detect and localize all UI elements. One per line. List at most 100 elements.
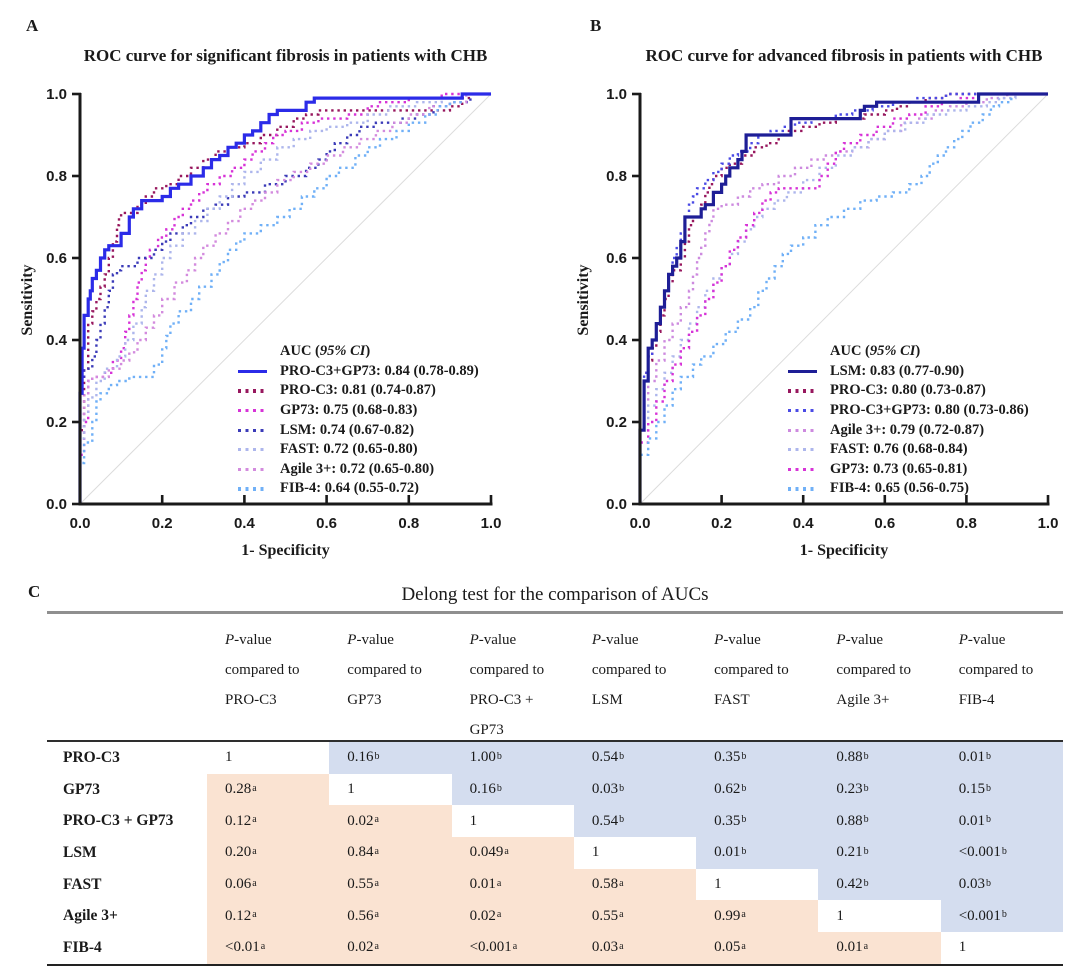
column-header-text: P xyxy=(225,632,235,648)
table-cell: 0.03 b xyxy=(940,868,1063,901)
legend-dotted-line-marker xyxy=(238,389,267,393)
legend-item-fib-4: FIB-4: 0.64 (0.55-0.72) xyxy=(238,479,479,499)
column-header-text: P xyxy=(836,632,846,648)
roc-chart-b: 0.00.0 0.2 0.2 0.4 0.4 0.6 0.6 0.8 0.8 1.0 1.0 xyxy=(606,86,1059,532)
row-header-fast: FAST xyxy=(63,875,102,893)
table-cell: <0.01 a xyxy=(207,932,330,964)
table-cell: 0.55 a xyxy=(573,900,697,933)
p-value-text: <0.01 xyxy=(225,939,260,956)
table-cell: 0.12 a xyxy=(207,805,330,838)
panel-a-x-axis-label: 1- Specificity xyxy=(241,542,330,559)
column-header-text: -value xyxy=(967,632,1006,648)
legend-item-label: FAST: 0.72 (0.65-0.80) xyxy=(280,441,418,458)
column-header-text: P xyxy=(958,632,968,648)
p-value-text: 0.02 xyxy=(347,939,374,956)
table-cell: 0.16 b xyxy=(451,773,574,806)
x-tick-label: 0.0 xyxy=(630,515,651,532)
column-header-text: -value xyxy=(478,632,517,648)
table-cell: 0.58 a xyxy=(573,868,697,901)
table-cell: 0.84 a xyxy=(329,837,452,869)
table-cell: 0.049 a xyxy=(451,837,574,869)
p-value-text: 0.21 xyxy=(836,844,863,861)
p-value-text: 0.03 xyxy=(958,876,985,893)
legend-item-label: PRO-C3: 0.81 (0.74-0.87) xyxy=(280,382,436,399)
legend-dotted-line-marker xyxy=(788,448,817,452)
legend-item-lsm: LSM: 0.74 (0.67-0.82) xyxy=(238,420,479,440)
legend-item-label: FIB-4: 0.65 (0.56-0.75) xyxy=(830,480,969,497)
legend-title-text: 95% CI xyxy=(319,343,366,360)
legend-title-text: AUC ( xyxy=(830,343,870,360)
legend-dotted-line-marker xyxy=(238,448,267,452)
panel-a-legend: AUC (95% CI) PRO-C3+GP73: 0.84 (0.78-0.89… xyxy=(238,342,479,499)
table-cell: 0.02 a xyxy=(329,805,452,838)
panel-c: C Delong test for the comparison of AUCs… xyxy=(0,578,1080,976)
table-row-fast: FAST 0.06 a 0.55 a 0.01 a 0.58 a 1 0.42 b 0.03 b xyxy=(47,868,1063,901)
y-tick-label: 0.0 xyxy=(46,496,67,513)
panel-a: A ROC curve for significant fibrosis in … xyxy=(0,0,548,578)
legend-item-agile-3-: Agile 3+: 0.72 (0.65-0.80) xyxy=(238,460,479,480)
legend-title-text: AUC ( xyxy=(280,343,320,360)
p-value-text: 0.56 xyxy=(347,907,374,924)
legend-dotted-line-marker xyxy=(788,389,817,393)
legend-solid-line-marker xyxy=(238,369,267,374)
x-tick-label: 0.8 xyxy=(398,515,419,532)
table-cell: 1 xyxy=(452,805,574,837)
legend-item-label: GP73: 0.75 (0.68-0.83) xyxy=(280,402,418,419)
row-header-fib-4: FIB-4 xyxy=(63,938,102,956)
legend-item-agile-3-: Agile 3+: 0.79 (0.72-0.87) xyxy=(788,420,1029,440)
table-cell: 0.15 b xyxy=(940,773,1063,806)
y-tick-label: 0.6 xyxy=(46,250,67,267)
table-cell: 0.99 a xyxy=(696,900,819,933)
legend-item-label: PRO-C3+GP73: 0.80 (0.73-0.86) xyxy=(830,402,1029,419)
column-header-text: -value xyxy=(723,632,761,648)
y-tick-label: 1.0 xyxy=(46,86,67,103)
table-row-gp73: GP73 0.28 a 1 0.16 b 0.03 b 0.62 b 0.23 b 0.15 b xyxy=(47,773,1063,806)
y-tick-label: 0.6 xyxy=(606,250,627,267)
legend-dotted-line-marker xyxy=(788,428,817,432)
p-value-text: 0.42 xyxy=(836,876,863,893)
table-cell: 0.06 a xyxy=(207,868,330,901)
table-cell: 0.03 a xyxy=(573,932,697,964)
table-cell: 0.42 b xyxy=(818,868,941,901)
p-value-text: 1.00 xyxy=(469,749,496,766)
panel-c-label: C xyxy=(28,582,41,601)
table-cell: 0.02 a xyxy=(329,932,452,964)
table-cell: 0.88 b xyxy=(818,742,941,774)
p-value-text: 0.58 xyxy=(591,876,619,893)
row-header-agile-3-: Agile 3+ xyxy=(63,907,118,925)
table-row-fib-4: FIB-4 <0.01 a 0.02 a <0.001 a 0.03 a 0.05 a 0.01 a 1 xyxy=(47,932,1063,964)
table-cell: 0.56 a xyxy=(329,900,452,933)
legend-item-pro-c3: PRO-C3: 0.81 (0.74-0.87) xyxy=(238,381,479,401)
legend-dotted-line-marker xyxy=(238,487,267,491)
table-corner-cell xyxy=(47,617,207,745)
column-header-text: P xyxy=(469,632,479,648)
table-cell: 1 xyxy=(207,742,329,774)
roc-curve-pro-c3 xyxy=(638,92,1048,504)
legend-item-fast: FAST: 0.76 (0.68-0.84) xyxy=(788,440,1029,460)
p-value-text: <0.001 xyxy=(469,939,512,956)
legend-item-label: Agile 3+: 0.72 (0.65-0.80) xyxy=(280,460,435,477)
roc-curve-lsm xyxy=(638,92,1048,504)
p-value-text: 0.28 xyxy=(225,781,252,798)
x-tick-label: 1.0 xyxy=(1038,515,1059,532)
table-cell: 0.16 b xyxy=(329,742,452,774)
column-header-text: -value xyxy=(845,632,884,648)
x-tick-label: 0.0 xyxy=(70,515,91,532)
p-value-text: 0.049 xyxy=(469,844,504,861)
x-tick-label: 0.4 xyxy=(234,515,256,532)
p-value-text: 0.12 xyxy=(225,907,252,924)
p-value-text: 0.15 xyxy=(958,781,985,798)
legend-dotted-line-marker xyxy=(238,428,267,432)
column-header-fib-4: P-value compared to FIB-4 xyxy=(958,632,1034,708)
legend-dotted-line-marker xyxy=(788,467,817,471)
roc-curve-pro-c3-gp73 xyxy=(78,92,491,504)
p-value-text: 0.62 xyxy=(714,781,741,798)
table-cell: 1.00 b xyxy=(451,742,574,774)
p-value-text: 0.01 xyxy=(469,876,496,893)
panel-a-title: ROC curve for significant fibrosis in pa… xyxy=(83,46,488,65)
reference-diagonal-line xyxy=(79,93,492,505)
legend-item-pro-c3-gp73: PRO-C3+GP73: 0.80 (0.73-0.86) xyxy=(788,401,1029,421)
legend-item-label: FAST: 0.76 (0.68-0.84) xyxy=(830,441,968,458)
legend-item-label: LSM: 0.74 (0.67-0.82) xyxy=(280,421,415,438)
